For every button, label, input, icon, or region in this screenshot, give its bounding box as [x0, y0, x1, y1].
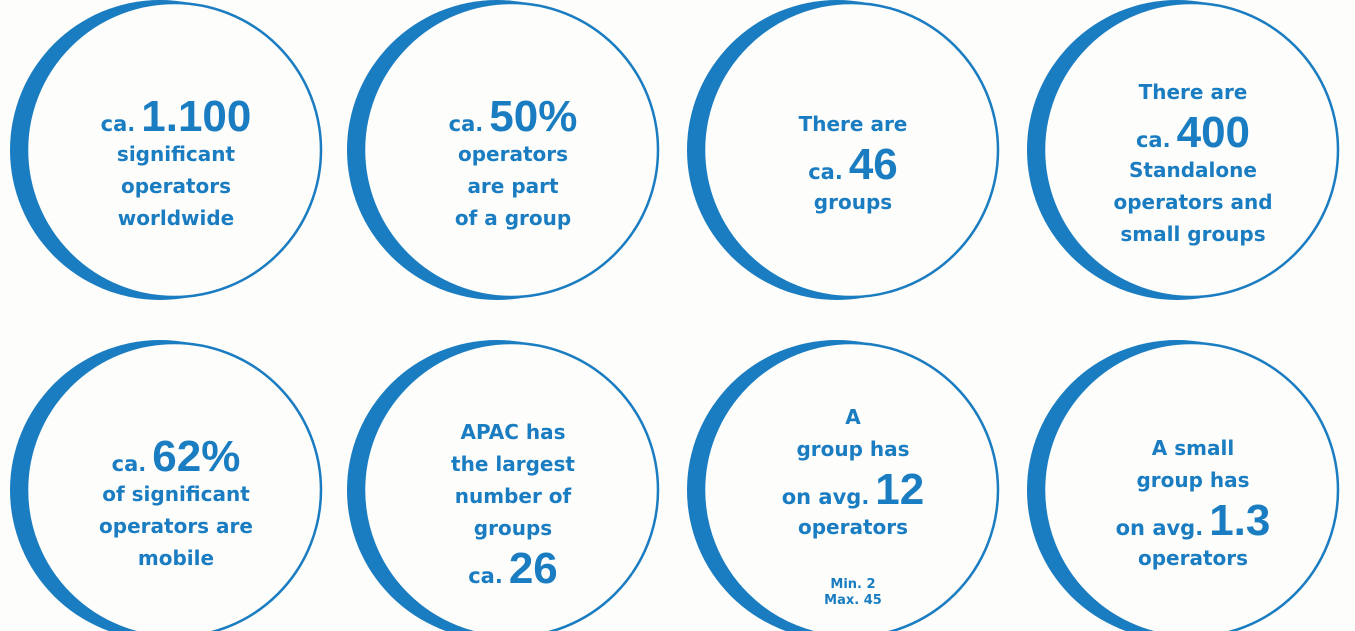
stat-text: group has — [796, 437, 909, 461]
circle-face — [25, 1, 323, 299]
stat-text: A — [845, 405, 861, 429]
stat-number: 50% — [489, 92, 577, 141]
stat-text: operators — [1138, 546, 1248, 570]
stat-number: 46 — [849, 140, 898, 189]
stat-figure: ca. 26 — [468, 544, 558, 593]
circle-face — [1042, 341, 1340, 631]
stat-text: operators — [121, 174, 231, 198]
stat-prefix: ca. — [112, 452, 147, 476]
stat-circle: ca. 50%operators are part of a group — [347, 0, 660, 300]
stat-text: are part — [467, 174, 559, 198]
stat-number: 400 — [1177, 108, 1250, 157]
stat-text: of significant — [102, 482, 250, 506]
circle-face — [362, 341, 660, 631]
stat-text: A small — [1152, 436, 1234, 460]
stat-text: group has — [1136, 468, 1249, 492]
circle-face — [702, 341, 1000, 631]
stat-prefix: ca. — [449, 112, 484, 136]
stat-number: 1.3 — [1209, 496, 1270, 545]
stat-text: number of — [455, 484, 572, 508]
stat-note: Min. 2 — [830, 577, 875, 592]
stat-text: groups — [474, 516, 552, 540]
stat-figure: ca. 62% — [112, 432, 241, 481]
stat-prefix: ca. — [468, 564, 503, 588]
stat-text: small groups — [1120, 222, 1265, 246]
stat-figure: on avg. 12 — [782, 465, 925, 514]
stat-text: worldwide — [118, 206, 234, 230]
stat-text: of a group — [455, 206, 571, 230]
stat-text: There are — [799, 112, 908, 136]
stat-text: groups — [814, 190, 892, 214]
stat-figure: ca. 46 — [808, 140, 898, 189]
stat-text: operators — [798, 515, 908, 539]
stat-number: 62% — [152, 432, 240, 481]
stat-circle: ca. 62%of significant operators are mobile — [10, 340, 323, 631]
circle-face — [25, 341, 323, 631]
stat-figure: ca. 1.100 — [101, 92, 252, 141]
circle-face — [1042, 1, 1340, 299]
stat-prefix: ca. — [1136, 128, 1171, 152]
stat-prefix: on avg. — [782, 485, 870, 509]
stat-circle: APAC has the largest number of groups ca. 26 — [347, 340, 660, 631]
stat-figure: ca. 50% — [449, 92, 578, 141]
stat-text: APAC has — [460, 420, 565, 444]
stat-text: significant — [117, 142, 236, 166]
stat-number: 12 — [875, 465, 924, 514]
stat-number: 1.100 — [141, 92, 251, 141]
stat-text: There are — [1139, 80, 1248, 104]
stat-text: the largest — [451, 452, 575, 476]
circle-face — [362, 1, 660, 299]
stat-text: operators and — [1113, 190, 1272, 214]
stat-text: mobile — [138, 546, 214, 570]
stat-note: Max. 45 — [824, 593, 882, 608]
stat-figure: on avg. 1.3 — [1116, 496, 1271, 545]
stat-text: operators — [458, 142, 568, 166]
stat-figure: ca. 400 — [1136, 108, 1250, 157]
stat-prefix: ca. — [808, 160, 843, 184]
circle-face — [702, 1, 1000, 299]
stat-number: 26 — [509, 544, 558, 593]
stat-prefix: ca. — [101, 112, 136, 136]
stat-prefix: on avg. — [1116, 516, 1204, 540]
stat-text: Standalone — [1129, 158, 1257, 182]
stat-text: operators are — [99, 514, 253, 538]
